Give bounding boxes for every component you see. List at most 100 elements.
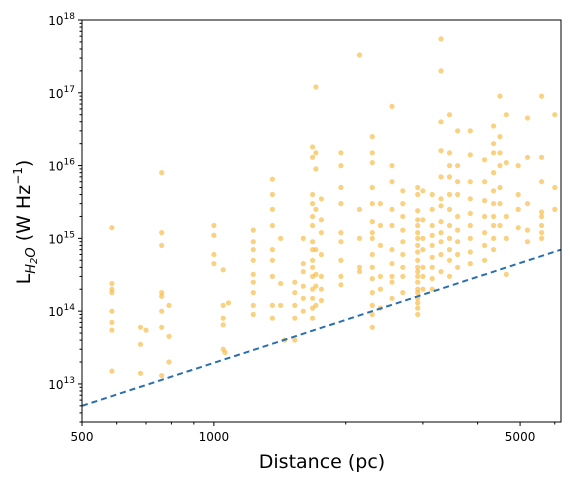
- data-point-126: [377, 201, 383, 207]
- data-point-209: [446, 273, 453, 279]
- data-point-138: [389, 261, 395, 267]
- data-point-273: [539, 235, 545, 241]
- y-tick-label-3: 1016: [48, 158, 75, 174]
- data-point-168: [415, 300, 421, 306]
- data-point-113: [369, 160, 375, 166]
- data-point-190: [438, 148, 444, 154]
- data-point-64: [300, 283, 306, 289]
- data-point-224: [467, 222, 473, 229]
- y-tick-label-2: 1015: [48, 230, 75, 246]
- data-point-13: [159, 230, 165, 236]
- data-point-54: [278, 302, 284, 308]
- y-label-subsub: 2: [29, 258, 40, 264]
- data-point-231: [482, 213, 488, 220]
- data-point-230: [482, 198, 488, 204]
- data-point-104: [338, 273, 344, 279]
- data-point-254: [503, 213, 509, 220]
- data-point-121: [369, 276, 375, 282]
- data-point-191: [438, 174, 444, 180]
- data-point-151: [415, 184, 421, 191]
- data-point-29: [220, 315, 226, 321]
- data-point-87: [313, 271, 319, 277]
- data-point-50: [269, 302, 275, 308]
- data-point-187: [438, 36, 444, 42]
- data-point-199: [446, 112, 453, 118]
- data-point-215: [455, 227, 461, 233]
- data-point-258: [515, 191, 521, 198]
- data-point-153: [415, 208, 421, 214]
- data-point-185: [429, 276, 435, 282]
- data-point-46: [269, 222, 275, 229]
- threshold-line: [81, 248, 562, 407]
- data-point-207: [446, 247, 453, 253]
- data-point-86: [313, 247, 319, 253]
- data-point-107: [356, 206, 363, 212]
- data-point-188: [438, 68, 444, 74]
- data-point-202: [446, 174, 453, 180]
- data-point-238: [491, 170, 497, 176]
- data-point-120: [369, 264, 375, 270]
- data-point-152: [415, 191, 421, 198]
- data-point-8: [137, 324, 144, 330]
- data-point-195: [438, 230, 444, 236]
- data-point-260: [515, 225, 521, 231]
- data-point-241: [491, 213, 497, 220]
- data-point-186: [429, 286, 435, 292]
- data-point-245: [497, 93, 503, 99]
- data-point-7: [109, 368, 115, 374]
- data-point-115: [369, 201, 375, 207]
- data-point-248: [497, 163, 503, 169]
- data-point-226: [467, 249, 473, 255]
- data-point-145: [400, 227, 406, 233]
- data-point-142: [400, 188, 406, 194]
- x-axis: 500 1000 5000: [71, 422, 556, 444]
- threshold-line-path: [81, 248, 562, 407]
- data-point-250: [497, 201, 503, 207]
- data-point-41: [250, 302, 256, 308]
- data-point-103: [338, 257, 344, 263]
- data-point-52: [278, 235, 284, 241]
- data-point-203: [446, 191, 453, 198]
- data-point-156: [415, 230, 421, 236]
- data-point-110: [356, 269, 363, 275]
- data-point-136: [389, 222, 395, 229]
- data-point-118: [369, 235, 375, 241]
- data-point-89: [313, 302, 319, 308]
- data-point-119: [369, 251, 375, 258]
- data-point-268: [539, 179, 545, 185]
- data-point-149: [400, 273, 406, 279]
- data-point-189: [438, 119, 444, 125]
- data-point-157: [415, 235, 421, 241]
- data-point-160: [415, 257, 421, 263]
- x-tick-label-2: 5000: [505, 430, 536, 444]
- data-point-205: [446, 222, 453, 229]
- data-point-267: [539, 154, 545, 160]
- data-point-234: [482, 257, 488, 263]
- data-point-212: [455, 179, 461, 185]
- data-point-93: [318, 251, 324, 258]
- data-point-229: [482, 179, 488, 185]
- data-point-78: [310, 286, 316, 292]
- data-point-95: [318, 286, 324, 292]
- data-point-223: [467, 210, 473, 216]
- data-point-3: [109, 290, 115, 296]
- data-point-135: [389, 206, 395, 212]
- data-point-5: [109, 319, 115, 325]
- data-point-219: [467, 128, 473, 134]
- data-point-43: [269, 176, 275, 182]
- data-point-21: [166, 333, 172, 339]
- data-point-275: [552, 184, 558, 191]
- data-point-116: [369, 219, 375, 225]
- data-point-59: [292, 315, 298, 321]
- data-point-159: [415, 249, 421, 255]
- data-point-194: [438, 219, 444, 225]
- data-point-211: [455, 163, 461, 169]
- data-point-132: [389, 103, 395, 109]
- data-point-144: [400, 213, 406, 220]
- data-point-214: [455, 213, 461, 220]
- data-point-66: [300, 308, 306, 314]
- data-point-225: [467, 235, 473, 241]
- data-point-27: [220, 267, 226, 273]
- data-point-256: [503, 271, 509, 277]
